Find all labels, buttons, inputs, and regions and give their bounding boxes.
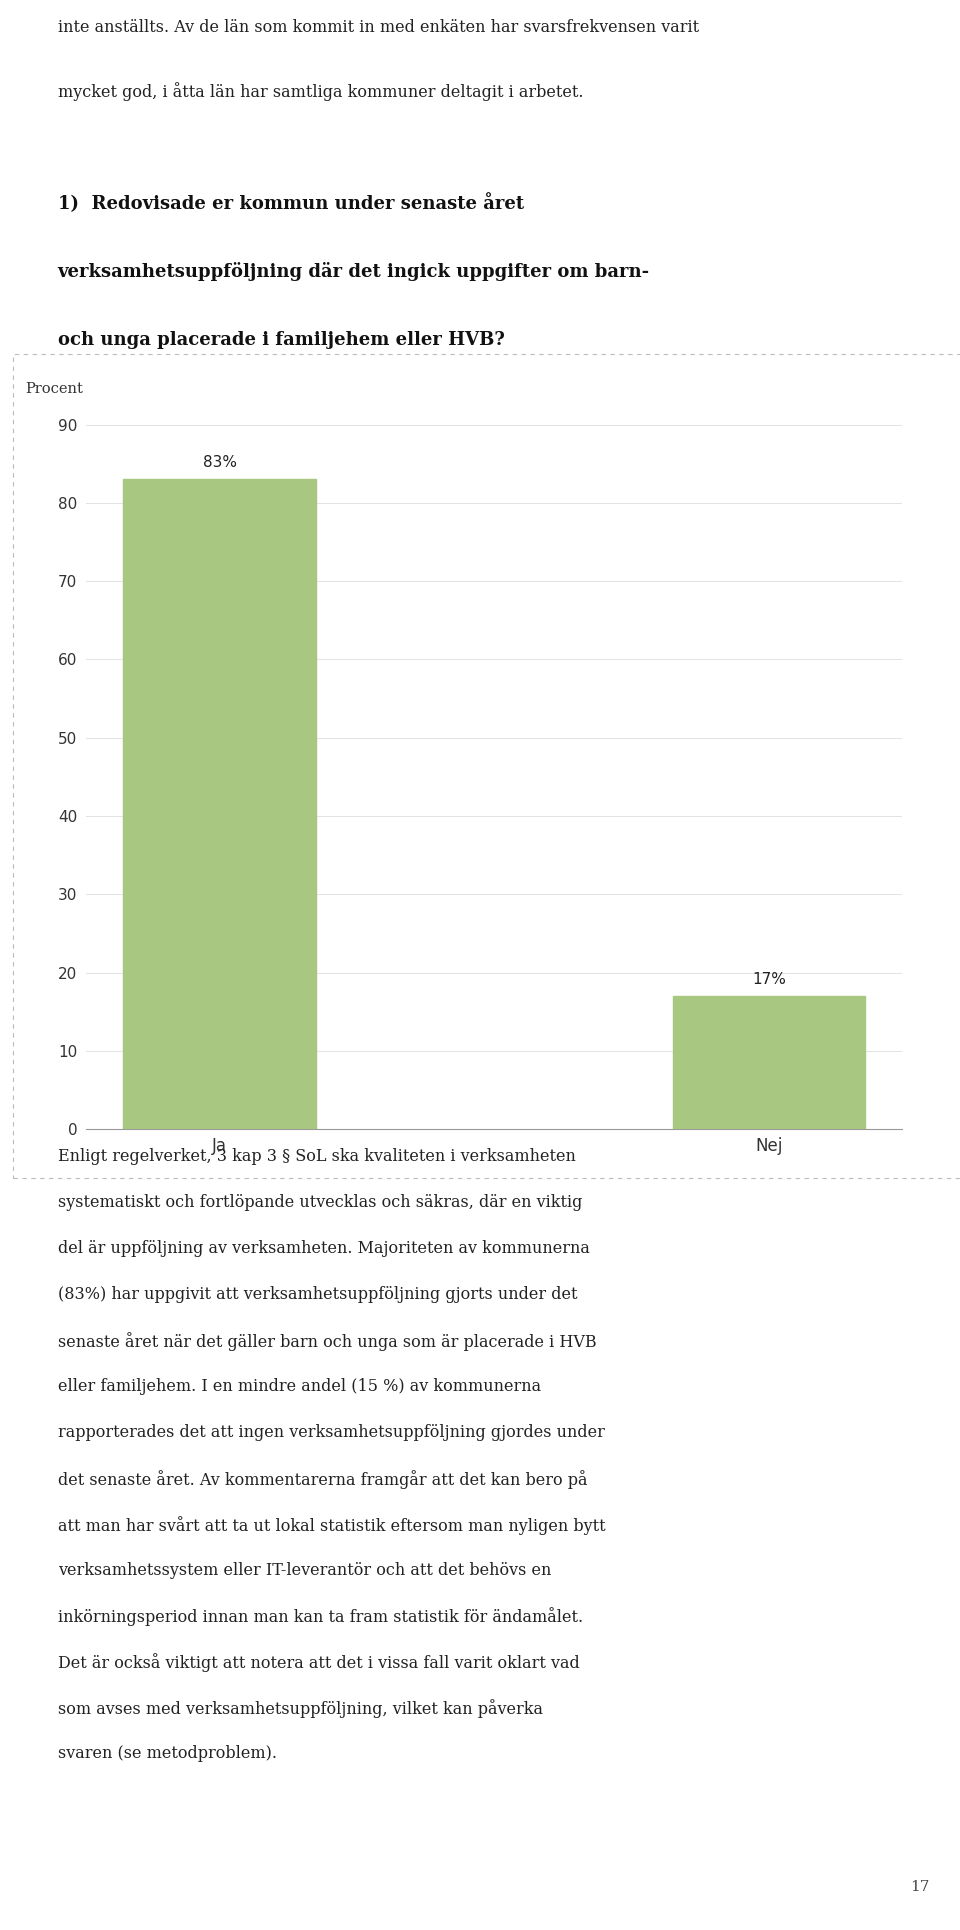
Text: 17%: 17% bbox=[753, 971, 786, 986]
Text: svaren (se metodproblem).: svaren (se metodproblem). bbox=[58, 1745, 276, 1762]
Text: inkörningsperiod innan man kan ta fram statistik för ändamålet.: inkörningsperiod innan man kan ta fram s… bbox=[58, 1608, 583, 1627]
Text: Enligt regelverket, 3 kap 3 § SoL ska kvaliteten i verksamheten: Enligt regelverket, 3 kap 3 § SoL ska kv… bbox=[58, 1148, 575, 1166]
Text: 83%: 83% bbox=[203, 455, 237, 471]
Text: eller familjehem. I en mindre andel (15 %) av kommunerna: eller familjehem. I en mindre andel (15 … bbox=[58, 1378, 540, 1395]
Text: systematiskt och fortlöpande utvecklas och säkras, där en viktig: systematiskt och fortlöpande utvecklas o… bbox=[58, 1195, 582, 1212]
Text: rapporterades det att ingen verksamhetsuppföljning gjordes under: rapporterades det att ingen verksamhetsu… bbox=[58, 1424, 605, 1442]
Text: inte anställts. Av de län som kommit in med enkäten har svarsfrekvensen varit: inte anställts. Av de län som kommit in … bbox=[58, 19, 699, 37]
Text: verksamhetssystem eller IT-leverantör och att det behövs en: verksamhetssystem eller IT-leverantör oc… bbox=[58, 1561, 551, 1579]
Text: 1)  Redovisade er kommun under senaste året: 1) Redovisade er kommun under senaste år… bbox=[58, 193, 524, 212]
Text: det senaste året. Av kommentarerna framgår att det kan bero på: det senaste året. Av kommentarerna framg… bbox=[58, 1471, 588, 1488]
Text: del är uppföljning av verksamheten. Majoriteten av kommunerna: del är uppföljning av verksamheten. Majo… bbox=[58, 1241, 589, 1256]
Text: verksamhetsuppföljning där det ingick uppgifter om barn-: verksamhetsuppföljning där det ingick up… bbox=[58, 262, 650, 282]
Text: 17: 17 bbox=[910, 1880, 929, 1893]
Text: mycket god, i åtta län har samtliga kommuner deltagit i arbetet.: mycket god, i åtta län har samtliga komm… bbox=[58, 81, 583, 100]
Text: som avses med verksamhetsuppföljning, vilket kan påverka: som avses med verksamhetsuppföljning, vi… bbox=[58, 1700, 542, 1718]
Text: senaste året när det gäller barn och unga som är placerade i HVB: senaste året när det gäller barn och ung… bbox=[58, 1332, 596, 1351]
Text: att man har svårt att ta ut lokal statistik eftersom man nyligen bytt: att man har svårt att ta ut lokal statis… bbox=[58, 1515, 605, 1534]
Text: (83%) har uppgivit att verksamhetsuppföljning gjorts under det: (83%) har uppgivit att verksamhetsuppföl… bbox=[58, 1285, 577, 1303]
Bar bbox=[673, 996, 865, 1129]
Text: Det är också viktigt att notera att det i vissa fall varit oklart vad: Det är också viktigt att notera att det … bbox=[58, 1654, 579, 1673]
Text: och unga placerade i familjehem eller HVB?: och unga placerade i familjehem eller HV… bbox=[58, 330, 504, 349]
Text: Procent: Procent bbox=[25, 382, 84, 396]
Bar bbox=[124, 479, 316, 1129]
